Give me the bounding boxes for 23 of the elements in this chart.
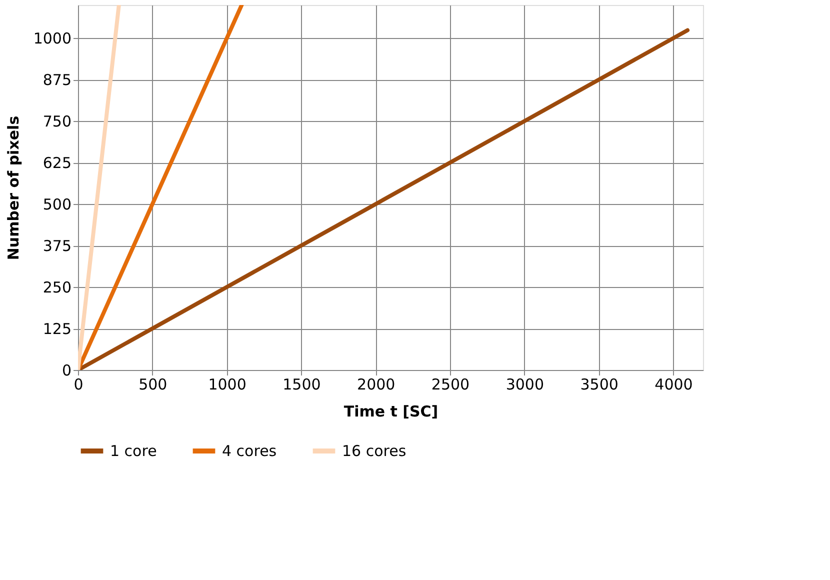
legend-label: 4 cores	[222, 442, 277, 460]
x-tick-label: 3500	[580, 376, 618, 394]
x-tick-label: 1000	[208, 376, 246, 394]
y-axis-title: Number of pixels	[4, 116, 22, 260]
legend-label: 1 core	[110, 442, 157, 460]
x-tick-label: 2000	[357, 376, 396, 394]
x-tick-label: 3000	[506, 376, 544, 394]
y-tick-label: 625	[42, 154, 72, 172]
x-tick-label: 500	[138, 376, 168, 394]
x-axis-title: Time t [SC]	[344, 402, 438, 420]
x-tick-label: 1500	[282, 376, 321, 394]
x-tick-label: 2500	[431, 376, 470, 394]
y-tick-label: 1000	[33, 30, 72, 48]
y-tick-label: 125	[42, 320, 72, 338]
y-tick-label: 750	[42, 112, 72, 131]
y-tick-label: 875	[42, 71, 72, 90]
y-tick-label: 375	[42, 237, 72, 256]
y-tick-label: 0	[62, 362, 72, 380]
y-tick-label: 500	[42, 196, 72, 214]
legend-label: 16 cores	[342, 442, 406, 460]
x-tick-label: 4000	[654, 376, 693, 394]
y-tick-label: 250	[42, 278, 72, 297]
x-tick-label: 0	[74, 376, 84, 394]
